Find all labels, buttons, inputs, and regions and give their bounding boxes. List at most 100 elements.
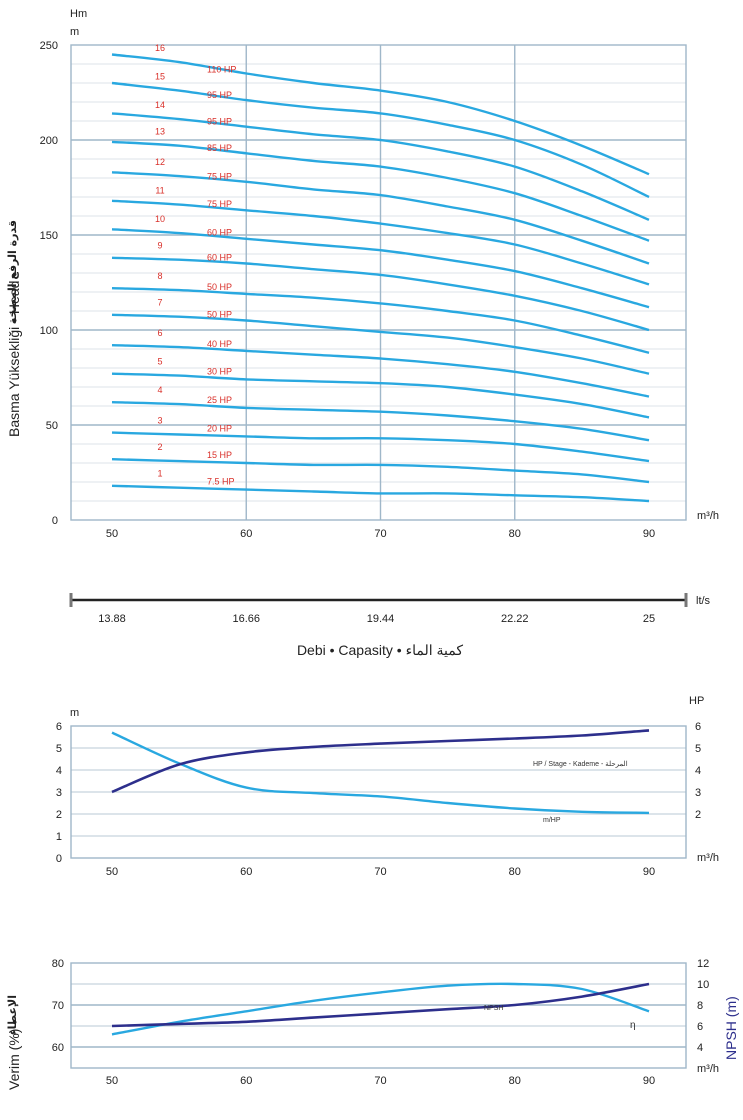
y-tick-label: 60: [52, 1042, 64, 1054]
y2-tick-label: 2: [695, 809, 701, 821]
stage-label: 4: [157, 385, 162, 395]
y-unit-label: m: [70, 707, 79, 719]
x-tick-label: 90: [643, 1075, 655, 1087]
x-tick-label: 70: [374, 866, 386, 878]
scale-tick-label: 16.66: [232, 613, 260, 625]
y2-tick-label: 12: [697, 958, 709, 970]
y-tick-label: 150: [40, 230, 58, 242]
x-tick-label: 90: [643, 866, 655, 878]
x-tick-label: 60: [240, 528, 252, 540]
y-tick-label: 2: [56, 809, 62, 821]
stage-label: 10: [155, 214, 165, 224]
npsh-curve: [111, 982, 650, 1028]
head-curve-stage-13: [111, 140, 650, 242]
y2-axis-label: NPSH (m): [723, 996, 739, 1060]
scale-tick-label: 19.44: [367, 613, 395, 625]
power-label: 60 HP: [207, 252, 232, 262]
y-tick-label: 80: [52, 958, 64, 970]
stage-label: 13: [155, 127, 165, 137]
power-label: 15 HP: [207, 450, 232, 460]
y-axis-label: Verim (%) •: [6, 1020, 22, 1090]
y-tick-label: 250: [40, 40, 58, 52]
y-unit-top: Hm: [70, 8, 87, 20]
y-unit-bottom: m: [70, 26, 79, 38]
power-label: 20 HP: [207, 423, 232, 433]
head-curve-stage-2: [111, 458, 650, 484]
head-curve-stage-4: [111, 401, 650, 442]
y-tick-label: 0: [56, 853, 62, 865]
stage-label: 5: [157, 357, 162, 367]
stage-label: 1: [157, 469, 162, 479]
x-axis-label: Debi • Capasity • كمية الماء: [297, 642, 463, 658]
head-curve-stage-11: [111, 199, 650, 286]
head-curve-stage-14: [111, 112, 650, 221]
power-label: 95 HP: [207, 117, 232, 127]
power-label: 50 HP: [207, 282, 232, 292]
x-tick-label: 90: [643, 528, 655, 540]
stage-label: 3: [157, 416, 162, 426]
y2-tick-label: 6: [697, 1021, 703, 1033]
power-label: 75 HP: [207, 172, 232, 182]
scale-unit: lt/s: [696, 595, 711, 607]
y2-tick-label: 10: [697, 979, 709, 991]
head-chart: 0 50 100 150 200 250 50 60 70 80 90 Hm m m³/h Basma Yü…: [6, 8, 719, 540]
x-unit-label: m³/h: [697, 852, 719, 864]
y-tick-label: 6: [56, 721, 62, 733]
y2-unit-label: HP: [689, 695, 704, 707]
head-curve-stage-12: [111, 171, 650, 265]
x-tick-label: 70: [374, 528, 386, 540]
plot-frame: [70, 962, 687, 1069]
stage-label: 15: [155, 72, 165, 82]
y-tick-label: 3: [56, 787, 62, 799]
x-tick-label: 50: [106, 866, 118, 878]
y-tick-label: 50: [46, 420, 58, 432]
plot-frame: [70, 725, 687, 859]
y-tick-label: 4: [56, 765, 62, 777]
mhp-curve: [111, 731, 650, 815]
y-tick-label: 200: [40, 135, 58, 147]
scale-tick-label: 25: [643, 613, 655, 625]
head-curve-stage-7: [111, 313, 650, 375]
stage-label: 2: [157, 442, 162, 452]
x-tick-label: 80: [509, 866, 521, 878]
y-axis-label: Basma Yüksekliği • Head •: [6, 272, 22, 437]
power-label: 25 HP: [207, 395, 232, 405]
mhp-series-label: m/HP: [543, 817, 561, 824]
y2-tick-label: 4: [697, 1042, 703, 1054]
npsh-series-label: NPSH: [484, 1005, 503, 1012]
x-tick-label: 70: [374, 1075, 386, 1087]
flow-scale: 13.88 16.66 19.44 22.22 25 lt/s Debi • Capasit…: [69, 593, 711, 658]
x-tick-label: 80: [509, 528, 521, 540]
x-unit-label: m³/h: [697, 1063, 719, 1075]
y2-tick-label: 4: [695, 765, 701, 777]
y-axis-label-arabic: قدرة الرفع المضخة: [6, 220, 19, 324]
y2-tick-label: 6: [695, 721, 701, 733]
head-curve-stage-15: [111, 81, 650, 199]
plot-frame: [70, 44, 687, 521]
scale-tick-label: 13.88: [98, 613, 126, 625]
head-curve-stage-5: [111, 372, 650, 419]
power-label: 85 HP: [207, 143, 232, 153]
stage-label: 6: [157, 328, 162, 338]
stage-label: 14: [155, 100, 165, 110]
hp-stage-series-label: HP / Stage - Kademe - المرحلة: [533, 760, 628, 768]
head-curve-stage-8: [111, 287, 650, 354]
mhp-chart: 0 1 2 3 4 5 6 2 3 4 5 6 50 60 70 80 90 m HP m³/h m/HP HP / St…: [56, 695, 719, 878]
y-tick-label: 100: [40, 325, 58, 337]
efficiency-npsh-chart: 60 70 80 4 6 8 10 12 50 60 70 80 90 m³/h Verim (%) •ال…: [6, 958, 739, 1090]
y-tick-label: 5: [56, 743, 62, 755]
stage-label: 8: [157, 271, 162, 281]
head-curve-stage-3: [111, 431, 650, 463]
x-tick-label: 60: [240, 1075, 252, 1087]
power-label: 110 HP: [207, 64, 236, 74]
head-curve-stage-1: [111, 484, 650, 503]
x-unit-label: m³/h: [697, 510, 719, 522]
x-tick-label: 80: [509, 1075, 521, 1087]
stage-label: 11: [155, 186, 164, 196]
power-label: 40 HP: [207, 339, 232, 349]
y-tick-label: 1: [56, 831, 62, 843]
power-label: 60 HP: [207, 228, 232, 238]
x-tick-label: 60: [240, 866, 252, 878]
y-axis-label-arabic: الإعطاء: [6, 995, 19, 1035]
